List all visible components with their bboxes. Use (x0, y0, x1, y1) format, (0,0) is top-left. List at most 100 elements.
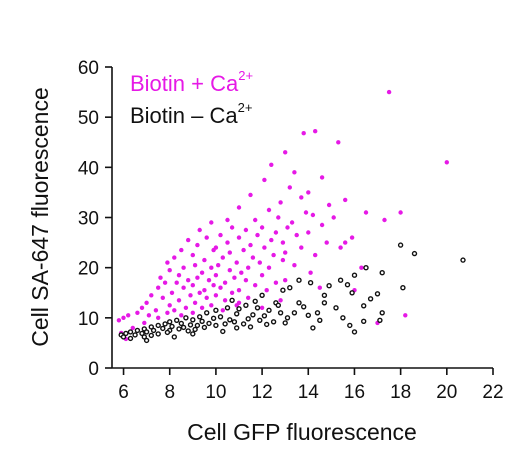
data-point (229, 225, 235, 230)
data-point (280, 240, 286, 245)
series-1 (116, 89, 449, 342)
data-point (165, 310, 170, 315)
data-point (301, 304, 307, 310)
data-point (186, 278, 191, 283)
data-point (180, 324, 187, 331)
data-point (351, 272, 358, 278)
data-point (229, 297, 235, 303)
data-point (313, 129, 318, 134)
data-point (126, 313, 131, 318)
data-point (403, 313, 408, 318)
data-point (213, 307, 219, 313)
data-point (266, 307, 272, 313)
data-point (333, 305, 339, 311)
data-point (156, 315, 161, 320)
data-point (252, 298, 258, 304)
legend-entry: Biotin – Ca2+ (130, 100, 252, 128)
data-point (150, 327, 157, 334)
data-point (220, 255, 225, 260)
data-point (181, 285, 186, 290)
data-point (224, 305, 231, 311)
data-point (239, 270, 244, 275)
data-point (160, 295, 165, 300)
data-point (379, 310, 385, 316)
data-point (278, 200, 283, 205)
data-point (310, 212, 316, 218)
data-point (220, 328, 226, 335)
data-point (209, 265, 214, 270)
data-point (165, 260, 170, 265)
data-point (248, 192, 253, 198)
data-point (148, 324, 155, 330)
data-point (199, 318, 205, 324)
y-tick-label: 50 (78, 108, 99, 129)
data-point (377, 317, 383, 323)
data-point (277, 310, 284, 316)
data-point (181, 265, 186, 270)
data-point (220, 308, 225, 313)
data-point (146, 313, 152, 318)
legend-superscript: 2+ (238, 68, 253, 83)
data-point (173, 317, 180, 323)
data-point (259, 305, 265, 310)
data-point (310, 325, 316, 331)
data-point (127, 329, 134, 335)
data-point (271, 252, 276, 258)
data-point (130, 325, 135, 331)
data-point (291, 310, 298, 316)
data-point (347, 322, 353, 329)
data-point (276, 215, 281, 220)
data-point (190, 252, 195, 258)
data-point (379, 270, 385, 276)
data-point (227, 317, 233, 323)
data-point (287, 285, 293, 291)
x-tick-label: 22 (482, 382, 503, 403)
data-point (270, 319, 277, 325)
data-point (229, 290, 235, 295)
data-point (203, 310, 210, 316)
data-point (183, 315, 189, 321)
data-point (155, 322, 161, 329)
data-point (338, 245, 343, 250)
data-point (264, 288, 269, 293)
data-point (211, 247, 216, 253)
data-point (210, 315, 217, 321)
data-point (331, 215, 336, 220)
data-point (254, 305, 261, 311)
data-point (259, 273, 265, 278)
data-point (294, 232, 299, 238)
data-point (194, 322, 201, 329)
data-point (178, 320, 185, 327)
x-tick-label: 10 (205, 382, 226, 403)
data-point (253, 217, 258, 223)
data-point (400, 285, 406, 291)
data-point (240, 321, 247, 327)
legend-superscript: 2+ (238, 100, 253, 115)
data-point (176, 273, 182, 278)
data-point (192, 263, 198, 268)
data-point (209, 303, 214, 308)
data-point (250, 255, 256, 260)
data-point (363, 265, 369, 271)
data-point (336, 140, 341, 145)
data-point (253, 283, 258, 288)
data-point (246, 265, 251, 270)
legend: Biotin + Ca2+ Biotin – Ca2+ (130, 68, 253, 128)
data-point (209, 220, 214, 225)
data-point (343, 240, 348, 245)
data-point (236, 288, 242, 293)
data-point (292, 170, 297, 175)
data-point (155, 331, 161, 337)
data-point (351, 329, 358, 335)
data-point (319, 175, 325, 180)
axes-layer: 0 10 20 30 40 50 60 6 8 10 12 14 16 18 20 22 (78, 58, 504, 403)
data-point (218, 285, 223, 290)
data-point (171, 334, 178, 340)
data-point (246, 295, 251, 300)
x-tick-label: 8 (164, 382, 175, 403)
y-tick-label: 60 (78, 58, 99, 79)
data-point (188, 293, 193, 298)
data-point (222, 298, 228, 303)
data-point (280, 287, 286, 293)
data-point (139, 305, 145, 310)
